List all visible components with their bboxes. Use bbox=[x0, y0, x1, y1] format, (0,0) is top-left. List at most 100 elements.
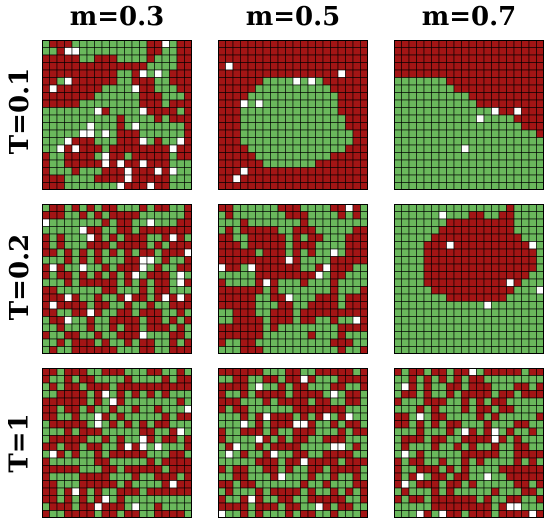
lattice-cell-a bbox=[513, 47, 522, 56]
lattice-cell-a bbox=[101, 382, 110, 391]
lattice-cell-b bbox=[56, 412, 65, 421]
lattice-cell-b bbox=[56, 77, 65, 86]
lattice-cell-a bbox=[176, 331, 185, 340]
lattice-cell-b bbox=[483, 167, 492, 176]
lattice-cell-a bbox=[360, 84, 368, 93]
lattice-cell-a bbox=[169, 338, 178, 347]
lattice-cell-a bbox=[131, 465, 140, 474]
lattice-cell-a bbox=[247, 241, 256, 250]
lattice-cell-b bbox=[49, 107, 58, 116]
lattice-cell-empty bbox=[337, 442, 346, 451]
lattice-cell-b bbox=[394, 510, 402, 518]
lattice-cell-b bbox=[292, 99, 301, 108]
lattice-cell-b bbox=[154, 495, 163, 504]
lattice-cell-a bbox=[307, 301, 316, 310]
lattice-cell-b bbox=[146, 397, 155, 406]
lattice-cell-a bbox=[225, 293, 234, 302]
lattice-cell-a bbox=[408, 54, 417, 63]
lattice-cell-b bbox=[49, 510, 58, 518]
lattice-cell-a bbox=[521, 390, 530, 399]
lattice-cell-b bbox=[255, 92, 264, 101]
lattice-cell-b bbox=[536, 271, 544, 280]
lattice-cell-b bbox=[360, 405, 368, 414]
lattice-cell-a bbox=[423, 382, 432, 391]
lattice-cell-a bbox=[225, 152, 234, 161]
lattice-cell-a bbox=[453, 263, 462, 272]
lattice-cell-a bbox=[240, 159, 249, 168]
lattice-cell-b bbox=[255, 129, 264, 138]
lattice-cell-b bbox=[49, 218, 58, 227]
lattice-cell-b bbox=[285, 84, 294, 93]
lattice-cell-b bbox=[408, 510, 417, 518]
lattice-cell-b bbox=[184, 368, 192, 376]
lattice-cell-a bbox=[131, 323, 140, 332]
lattice-cell-a bbox=[218, 159, 226, 168]
lattice-cell-b bbox=[79, 54, 88, 63]
lattice-cell-a bbox=[468, 241, 477, 250]
lattice-cell-b bbox=[438, 301, 447, 310]
lattice-cell-b bbox=[184, 427, 192, 436]
lattice-cell-a bbox=[116, 211, 125, 220]
lattice-cell-b bbox=[521, 397, 530, 406]
lattice-cell-b bbox=[360, 338, 368, 347]
lattice-cell-a bbox=[139, 182, 148, 190]
lattice-cell-b bbox=[483, 487, 492, 496]
lattice-cell-a bbox=[109, 204, 118, 212]
lattice-cell-b bbox=[292, 144, 301, 153]
lattice-cell-a bbox=[262, 167, 271, 176]
lattice-grid bbox=[42, 204, 192, 354]
lattice-cell-a bbox=[154, 323, 163, 332]
lattice-cell-a bbox=[139, 427, 148, 436]
lattice-cell-b bbox=[270, 144, 279, 153]
lattice-cell-b bbox=[416, 84, 425, 93]
lattice-cell-a bbox=[225, 286, 234, 295]
lattice-cell-b bbox=[161, 218, 170, 227]
lattice-cell-a bbox=[71, 465, 80, 474]
lattice-cell-b bbox=[453, 107, 462, 116]
lattice-cell-a bbox=[116, 167, 125, 176]
lattice-cell-b bbox=[154, 390, 163, 399]
lattice-cell-b bbox=[315, 204, 324, 212]
lattice-cell-a bbox=[431, 62, 440, 71]
lattice-cell-b bbox=[416, 211, 425, 220]
lattice-cell-b bbox=[247, 397, 256, 406]
lattice-cell-b bbox=[169, 204, 178, 212]
lattice-cell-a bbox=[218, 382, 226, 391]
lattice-cell-a bbox=[270, 182, 279, 190]
lattice-cell-b bbox=[322, 226, 331, 235]
lattice-cell-b bbox=[131, 204, 140, 212]
lattice-cell-a bbox=[536, 99, 544, 108]
lattice-cell-a bbox=[401, 69, 410, 78]
lattice-cell-b bbox=[49, 159, 58, 168]
lattice-cell-a bbox=[101, 286, 110, 295]
lattice-cell-a bbox=[468, 233, 477, 242]
lattice-cell-b bbox=[431, 152, 440, 161]
lattice-cell-b bbox=[124, 368, 133, 376]
lattice-cell-a bbox=[71, 308, 80, 317]
lattice-cell-a bbox=[277, 54, 286, 63]
lattice-cell-b bbox=[79, 167, 88, 176]
lattice-cell-a bbox=[184, 92, 192, 101]
lattice-cell-a bbox=[498, 256, 507, 265]
lattice-cell-a bbox=[322, 397, 331, 406]
lattice-cell-a bbox=[71, 435, 80, 444]
lattice-cell-b bbox=[513, 286, 522, 295]
lattice-cell-a bbox=[116, 442, 125, 451]
lattice-cell-b bbox=[528, 301, 537, 310]
lattice-cell-a bbox=[262, 233, 271, 242]
lattice-cell-a bbox=[307, 457, 316, 466]
lattice-cell-a bbox=[71, 84, 80, 93]
lattice-cell-b bbox=[536, 278, 544, 287]
lattice-cell-b bbox=[322, 84, 331, 93]
lattice-cell-b bbox=[49, 338, 58, 347]
lattice-cell-b bbox=[101, 226, 110, 235]
lattice-cell-a bbox=[453, 62, 462, 71]
lattice-cell-b bbox=[401, 122, 410, 131]
lattice-cell-a bbox=[483, 510, 492, 518]
lattice-cell-b bbox=[446, 450, 455, 459]
lattice-cell-empty bbox=[300, 375, 309, 384]
lattice-cell-a bbox=[56, 465, 65, 474]
lattice-cell-b bbox=[468, 465, 477, 474]
lattice-cell-b bbox=[86, 390, 95, 399]
lattice-cell-a bbox=[345, 122, 354, 131]
